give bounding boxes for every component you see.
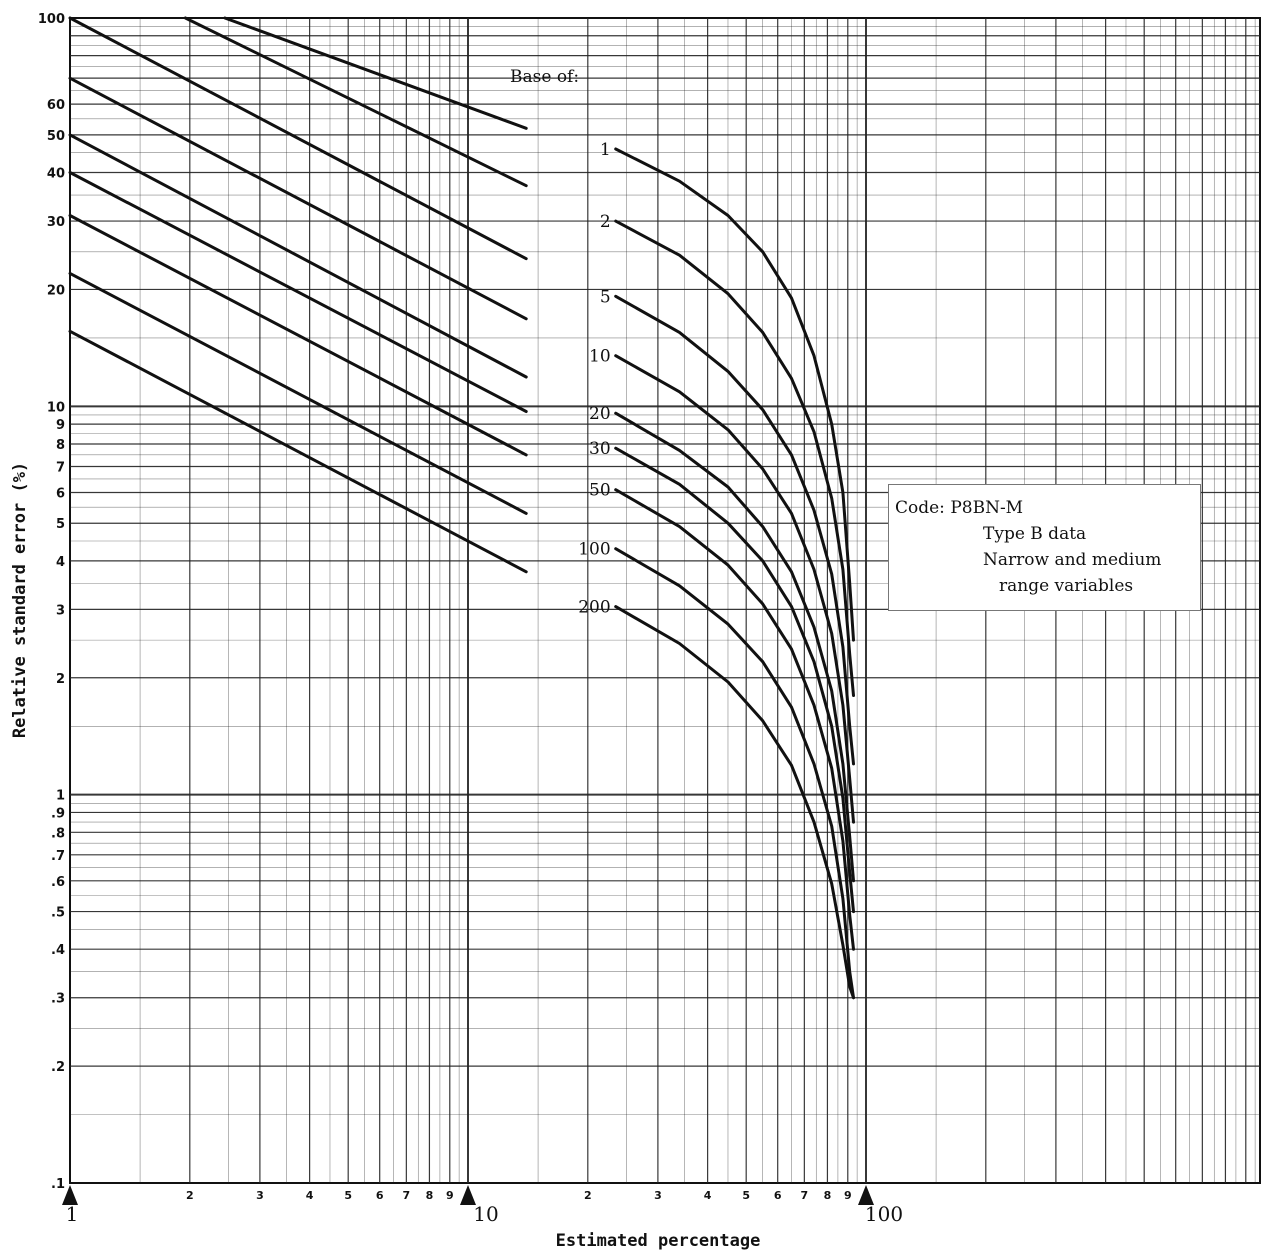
y-tick-label: 3 xyxy=(56,603,65,618)
x-tick-label: 8 xyxy=(426,1189,434,1202)
type-line: Type B data xyxy=(983,524,1087,544)
curve-left-base-100 xyxy=(68,271,528,515)
y-tick-label: 1 xyxy=(56,789,65,804)
curve-labels: Base of: 1 2 5 10 20 30 50 100 200 xyxy=(510,67,611,618)
curve-right-base-10 xyxy=(614,354,855,824)
y-tick-label: 2 xyxy=(56,672,65,687)
y-tick-label: 100 xyxy=(38,12,65,27)
y-tick-label: 4 xyxy=(56,555,65,570)
curve-right-base-20 xyxy=(614,411,855,883)
y-tick-label: 10 xyxy=(47,400,65,415)
y-tick-label: 40 xyxy=(47,167,65,182)
curve-left-base-20 xyxy=(68,133,528,379)
curve-right-base-30 xyxy=(614,446,855,914)
x-tick-label: 9 xyxy=(446,1189,454,1202)
x-tick-label: 6 xyxy=(376,1189,384,1202)
y-tick-label: 7 xyxy=(56,460,65,475)
curve-left-base-50 xyxy=(68,214,528,457)
curve-right-base-2 xyxy=(614,219,855,697)
curve-right-base-200 xyxy=(614,605,855,1000)
x-axis-title: Estimated percentage xyxy=(556,1231,761,1251)
x-tick-label: 4 xyxy=(704,1189,712,1202)
curve-label-2: 2 xyxy=(600,212,611,232)
y-tick-label: .3 xyxy=(51,992,65,1007)
x-tick-label: 6 xyxy=(774,1189,782,1202)
y-tick-label: .6 xyxy=(51,875,65,890)
curve-label-1: 1 xyxy=(600,140,611,160)
curve-label-5: 5 xyxy=(600,287,611,307)
y-tick-label: 50 xyxy=(47,129,65,144)
description-line-1: Narrow and medium xyxy=(983,550,1162,570)
y-tick-label: .1 xyxy=(51,1177,65,1192)
x-tick-labels: 2 3 4 5 6 7 8 9 2 3 4 5 6 7 8 91 10 100 xyxy=(66,1189,903,1226)
y-tick-label: 20 xyxy=(47,283,65,298)
curve-left-base-200 xyxy=(68,329,528,574)
curve-left-base-30 xyxy=(68,171,528,413)
curve-right-base-1 xyxy=(614,147,855,642)
x-tick-label: 9 xyxy=(844,1189,852,1202)
x-major-tick-label: 100 xyxy=(865,1202,903,1226)
curve-left-base-10 xyxy=(68,76,528,321)
y-tick-label: 9 xyxy=(56,418,65,433)
x-major-tick-label: 1 xyxy=(66,1202,79,1226)
y-tick-label: 8 xyxy=(56,438,65,453)
plot-frame xyxy=(69,17,1261,1184)
code-annotation-box: Code: P8BN-M Type B data Narrow and medi… xyxy=(888,484,1201,611)
curve-left-base-1 xyxy=(223,16,528,130)
x-tick-label: 8 xyxy=(824,1189,832,1202)
legend-header: Base of: xyxy=(510,67,579,87)
y-tick-label: 60 xyxy=(47,98,65,113)
y-tick-label: 30 xyxy=(47,215,65,230)
x-decade-marker xyxy=(460,1185,476,1205)
curve-layer xyxy=(68,16,855,1000)
description-line-2: range variables xyxy=(999,576,1134,596)
x-tick-label: 4 xyxy=(306,1189,314,1202)
code-line: Code: P8BN-M xyxy=(895,498,1024,518)
x-tick-label: 3 xyxy=(256,1189,264,1202)
curve-label-30: 30 xyxy=(589,439,611,459)
curve-left-base-5 xyxy=(68,16,528,261)
curve-label-50: 50 xyxy=(589,481,611,501)
y-tick-label: .4 xyxy=(51,943,65,958)
x-tick-label: 7 xyxy=(801,1189,809,1202)
curve-left-base-2 xyxy=(183,16,528,188)
curve-label-10: 10 xyxy=(589,347,611,367)
curve-right-base-50 xyxy=(614,488,855,951)
y-tick-label: .8 xyxy=(51,826,65,841)
curve-label-200: 200 xyxy=(578,598,610,618)
x-decade-marker xyxy=(858,1185,874,1205)
x-tick-label: 5 xyxy=(742,1189,750,1202)
y-tick-label: .2 xyxy=(51,1060,65,1075)
x-axis-markers xyxy=(62,1185,874,1205)
y-tick-label: 6 xyxy=(56,486,65,501)
y-tick-label: .7 xyxy=(51,849,65,864)
curve-label-100: 100 xyxy=(578,540,610,560)
x-tick-label: 2 xyxy=(584,1189,592,1202)
x-tick-label: 5 xyxy=(344,1189,352,1202)
curve-label-20: 20 xyxy=(589,404,611,424)
y-tick-label: 5 xyxy=(56,517,65,532)
x-tick-label: 2 xyxy=(186,1189,194,1202)
x-tick-label: 3 xyxy=(654,1189,662,1202)
curve-right-base-5 xyxy=(614,294,855,766)
x-tick-label: 7 xyxy=(403,1189,411,1202)
y-tick-labels: 100 60 50 40 30 20 10 9 8 7 6 5 4 3 2 1 .9 .8 .7 .6 .5 .4 .3 .2… xyxy=(38,12,65,1192)
y-tick-label: .5 xyxy=(51,906,65,921)
x-major-tick-label: 10 xyxy=(473,1202,498,1226)
y-axis-title: Relative standard error (%) xyxy=(10,462,30,738)
y-tick-label: .9 xyxy=(51,806,65,821)
curve-right-base-100 xyxy=(614,547,855,1000)
x-decade-marker xyxy=(62,1185,78,1205)
